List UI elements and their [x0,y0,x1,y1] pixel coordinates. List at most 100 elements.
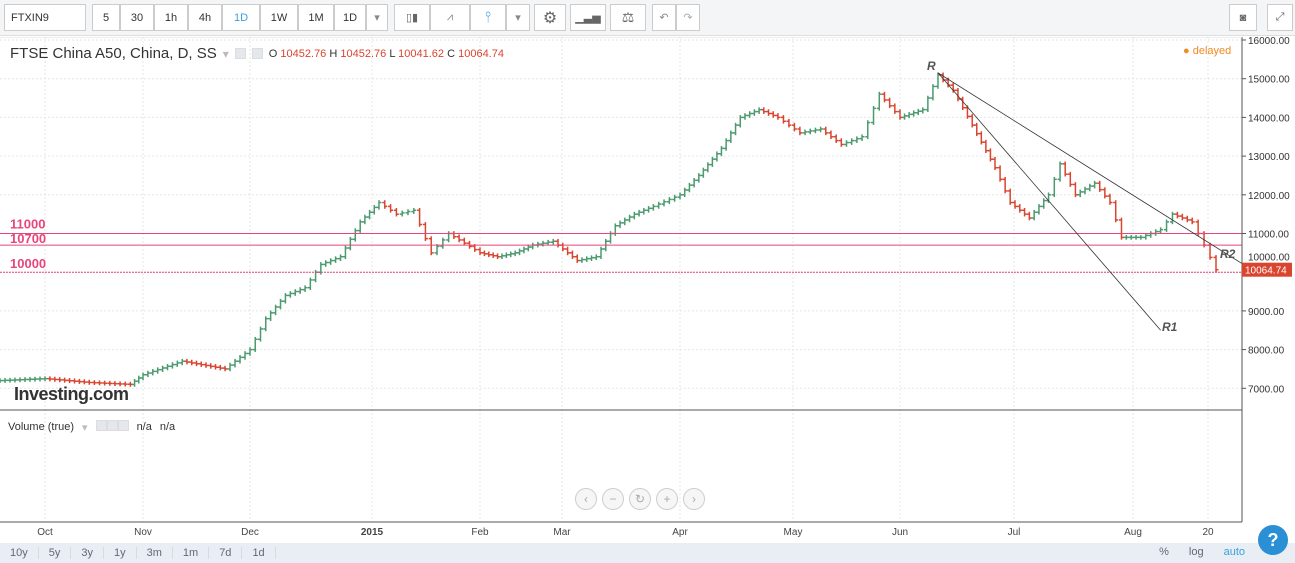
interval-30[interactable]: 30 [120,4,154,31]
scroll-right-icon[interactable]: › [683,488,705,510]
compare-scale-icon[interactable]: ⚖ [610,4,646,31]
redo-icon[interactable]: ↷ [676,4,700,31]
ohlc-bar [540,240,546,247]
ohlc-bar [844,140,849,147]
level-label: 11000 [10,217,45,232]
camera-icon[interactable]: ◙ [1229,4,1257,31]
ohlc-bar [627,214,633,223]
ohlc-bar [983,139,989,154]
ohlc-bar [140,372,146,381]
zoom-out-icon[interactable]: − [602,488,624,510]
ohlc-bar [1148,231,1154,238]
volume-dropdown-icon[interactable]: ▾ [82,421,88,434]
interval-1d[interactable]: 1D [222,4,260,31]
ohlc-bar [169,362,175,369]
ohlc-bar [477,247,483,256]
x-tick-label: Dec [241,527,259,538]
close-icon[interactable] [251,48,263,59]
ohlc-bar [0,378,3,383]
x-tick-label: Feb [471,527,489,538]
interval-5[interactable]: 5 [92,4,120,31]
gear-icon[interactable]: ⚙ [534,4,566,31]
chart-type-dropdown-icon[interactable]: ▾ [506,4,530,31]
ohlc-bar [213,364,219,370]
range-bar: 10y 5y 3y 1y 3m 1m 7d 1d [0,543,1295,563]
percent-scale-button[interactable]: % [1159,546,1169,558]
ohlc-bar [775,113,781,120]
line-chart-icon[interactable]: ⩘ [430,4,470,31]
volume-close-icon[interactable] [117,420,129,431]
range-10y[interactable]: 10y [0,547,39,559]
ohlc-bar [818,126,824,133]
interval-1h[interactable]: 1h [154,4,188,31]
interval-dropdown-value[interactable]: 1D [334,4,366,31]
ohlc-bar [728,130,734,143]
ohlc-bar [1184,215,1190,223]
range-3y[interactable]: 3y [71,547,104,559]
reset-icon[interactable]: ↻ [629,488,651,510]
title-dropdown-icon[interactable]: ▾ [222,46,229,61]
ohlc-bar [393,207,399,217]
log-scale-button[interactable]: log [1188,546,1204,558]
candlestick-icon[interactable]: ▯▮ [394,4,430,31]
ohlc-bar [555,238,561,248]
interval-1w[interactable]: 1W [260,4,298,31]
trendline [937,72,1161,331]
ohlc-bar [892,103,898,114]
volume-style-icon[interactable] [106,420,118,431]
ohlc-bar [1174,211,1180,219]
range-7d[interactable]: 7d [209,547,243,559]
ohlc-bar [812,127,818,134]
range-5y[interactable]: 5y [39,547,72,559]
ohlc-bar [833,134,839,143]
ohlc-bar [1067,171,1073,187]
y-tick-label: 12000.00 [1248,191,1290,202]
ohlc-bar [307,277,313,291]
interval-1m[interactable]: 1M [298,4,334,31]
ohlc-bar [17,377,23,383]
ohlc-bar [565,246,571,256]
range-1y[interactable]: 1y [104,547,137,559]
high-value: 10452.76 [340,47,387,60]
dropdown-icon[interactable]: ▾ [366,4,388,31]
ohlc-bar [672,194,678,202]
ohlc-bar [661,199,667,207]
ohlc-bar [194,360,199,367]
ohlc-bar [1012,200,1018,209]
scroll-left-icon[interactable]: ‹ [575,488,597,510]
range-1d[interactable]: 1d [242,547,276,559]
ohlc-bar [854,136,860,143]
help-icon[interactable]: ? [1258,525,1288,555]
ohlc-bar [1007,188,1013,205]
ohlc-bar [27,376,33,382]
symbol-input[interactable]: FTXIN9 [4,4,86,31]
ohlc-bar [747,111,753,118]
fullscreen-icon[interactable]: ⤢ [1267,4,1293,31]
range-1m[interactable]: 1m [173,547,210,559]
ohlc-bar [1092,180,1098,189]
ohlc-bar [136,375,142,384]
undo-icon[interactable]: ↶ [652,4,676,31]
bar-chart-icon[interactable]: ⫯ [470,4,506,31]
ohlc-bar [160,365,166,372]
ohlc-bar [508,251,514,258]
ohlc-bar [342,245,348,260]
ohlc-bar [456,234,462,243]
indicators-icon[interactable]: ▁▃▅ [570,4,606,31]
ohlc-bar [503,252,509,259]
ohlc-bar [930,84,936,101]
ohlc-bar [417,207,423,227]
ohlc-bar [1158,227,1164,234]
ohlc-bar [461,237,467,246]
ohlc-bar [521,246,527,254]
range-3m[interactable]: 3m [137,547,173,559]
x-tick-label: 2015 [361,527,384,538]
x-tick-label: Mar [553,527,571,538]
settings-icon[interactable] [234,48,246,59]
interval-4h[interactable]: 4h [188,4,222,31]
auto-scale-button[interactable]: auto [1223,546,1245,558]
ohlc-bar [232,358,238,368]
zoom-in-icon[interactable]: + [656,488,678,510]
volume-settings-icon[interactable] [95,420,107,431]
